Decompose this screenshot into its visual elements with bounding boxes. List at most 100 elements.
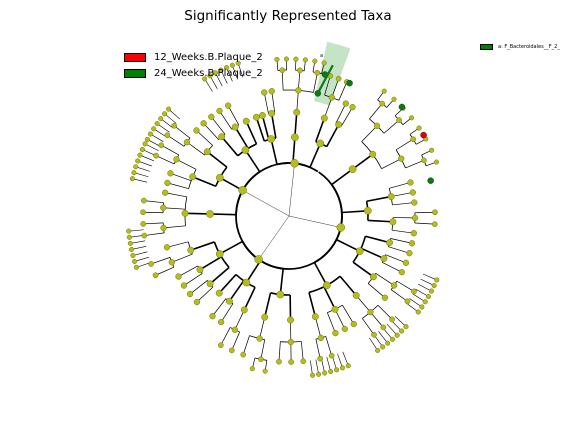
root-node xyxy=(288,215,290,217)
taxon-node xyxy=(352,291,360,299)
taxon-node xyxy=(175,273,182,280)
taxon-node xyxy=(422,299,428,305)
taxon-node xyxy=(410,136,417,143)
taxon-node xyxy=(334,367,340,373)
branch-line xyxy=(163,207,186,210)
taxon-node xyxy=(209,312,216,320)
branch-line xyxy=(209,266,230,285)
taxon-node xyxy=(206,210,214,218)
taxon-node xyxy=(341,325,348,333)
taxon-node xyxy=(339,365,346,371)
taxon-node xyxy=(200,120,207,127)
taxon-node xyxy=(180,282,188,289)
branch-line xyxy=(199,256,222,271)
branch-line xyxy=(324,75,331,96)
branch-line xyxy=(231,331,240,351)
taxon-node xyxy=(168,259,175,266)
taxon-node xyxy=(262,368,268,374)
branch-line xyxy=(155,155,175,165)
taxon-node xyxy=(217,318,225,326)
branch-line xyxy=(339,275,357,296)
taxon-node xyxy=(350,320,357,328)
taxon-node xyxy=(363,206,372,215)
branch-line xyxy=(260,339,266,360)
taxon-node xyxy=(389,218,397,226)
taxon-node xyxy=(367,309,374,316)
taxon-node xyxy=(218,67,224,73)
taxon-node xyxy=(152,272,159,279)
taxon-node xyxy=(407,179,414,186)
branch-line xyxy=(211,116,226,135)
branch-line xyxy=(219,110,232,130)
taxon-node xyxy=(419,304,425,310)
branch-line xyxy=(221,136,239,157)
taxon-node xyxy=(228,347,235,354)
taxon-node xyxy=(371,331,377,338)
taxon-node xyxy=(322,281,331,290)
branch-line xyxy=(196,130,213,146)
branch-line xyxy=(391,289,408,302)
branch-line xyxy=(163,225,186,229)
branch-line xyxy=(170,172,192,182)
taxon-node xyxy=(287,316,294,324)
taxon-node xyxy=(242,278,251,287)
branch-line xyxy=(375,273,395,286)
branch-line xyxy=(218,274,237,294)
taxon-node xyxy=(290,159,299,168)
branch-line xyxy=(361,125,378,142)
branch-arc xyxy=(241,241,284,270)
branch-line xyxy=(341,209,368,214)
branch-line xyxy=(281,70,284,91)
taxon-node xyxy=(142,141,148,147)
taxon-node xyxy=(309,372,316,378)
branch-line xyxy=(206,151,228,168)
branch-line xyxy=(336,238,361,252)
branch-line xyxy=(242,335,250,355)
taxon-node xyxy=(316,371,322,377)
taxon-node xyxy=(242,117,250,125)
branch-line xyxy=(395,138,414,151)
taxon-node xyxy=(283,56,289,62)
taxon-node xyxy=(433,159,440,165)
branch-line xyxy=(367,283,386,298)
taxon-node xyxy=(164,179,171,187)
taxon-node xyxy=(415,309,421,315)
branch-line xyxy=(383,119,400,134)
taxon-node xyxy=(328,94,335,101)
taxon-node xyxy=(381,294,389,301)
taxon-node xyxy=(181,209,189,217)
taxon-node xyxy=(212,70,218,76)
taxon-node xyxy=(216,107,223,115)
branch-line xyxy=(161,144,179,156)
branch-line xyxy=(367,219,393,223)
taxon-node xyxy=(385,340,391,346)
taxon-node xyxy=(297,67,303,74)
branch-line xyxy=(414,211,435,214)
clade-a-label: a xyxy=(320,53,323,59)
taxon-node xyxy=(293,56,299,62)
branch-line xyxy=(258,215,290,260)
taxon-node xyxy=(202,76,208,82)
taxon-node xyxy=(411,288,417,295)
taxon-node xyxy=(160,204,167,211)
taxon-node xyxy=(322,370,328,376)
taxon-node xyxy=(148,261,154,267)
branch-line xyxy=(365,235,390,244)
taxon-node xyxy=(207,73,213,79)
taxon-node xyxy=(268,88,275,95)
taxon-node xyxy=(394,332,400,338)
branch-line xyxy=(166,241,189,248)
taxon-node xyxy=(132,258,138,265)
branch-line xyxy=(190,241,215,251)
taxon-node xyxy=(369,273,377,281)
taxon-node xyxy=(240,306,248,314)
branch-line xyxy=(143,222,164,225)
branch-line xyxy=(259,317,266,339)
taxon-node xyxy=(320,114,328,122)
taxon-node xyxy=(398,155,405,162)
taxon-node xyxy=(140,197,147,204)
taxon-node xyxy=(258,356,264,363)
taxon-node xyxy=(151,126,157,132)
taxon-node xyxy=(321,60,327,66)
taxon-node xyxy=(328,368,334,375)
